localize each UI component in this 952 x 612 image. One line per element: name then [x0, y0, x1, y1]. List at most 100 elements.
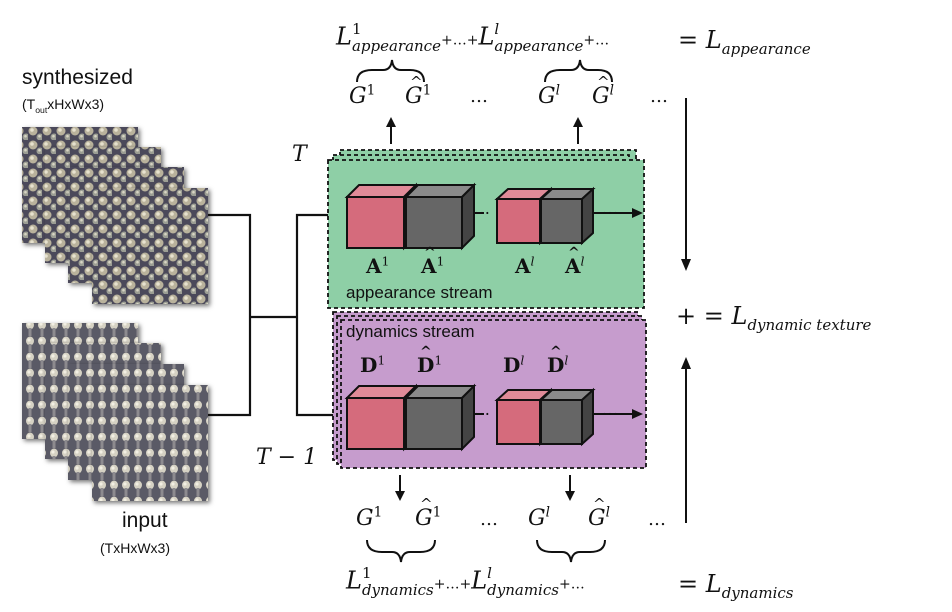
A1-sup: 1 — [381, 253, 390, 269]
G1-top-base: G — [349, 84, 367, 109]
bottom-right-dots: … — [648, 509, 666, 530]
app-total-sub: appearance — [721, 39, 811, 58]
loss-app-trailing: +… — [583, 32, 610, 49]
Dhatl-base: D — [547, 353, 565, 377]
Ghat1-bot-sup: 1 — [432, 504, 442, 521]
loss-dyn-l-sub: dynamics — [487, 581, 559, 599]
Ghatl-top-wrap: G ^ — [592, 73, 610, 109]
label-Dhatl: D ^ l — [547, 344, 568, 377]
synth-dims-T: T — [26, 96, 36, 112]
bottom-braces — [366, 539, 606, 563]
loss-dyn-l-L: L — [471, 566, 488, 595]
Ahatl-wrap: A ^ — [565, 245, 581, 278]
Gl-top-sup: l — [555, 82, 560, 99]
dyn-total-L: L — [705, 570, 722, 598]
app-total-equals: = — [678, 26, 699, 54]
Dhatl-wrap: D ^ — [547, 344, 565, 377]
top-braces — [356, 59, 613, 83]
loss-app-plusdots: +…+ — [440, 32, 479, 49]
Ghat1-top-sup: 1 — [422, 82, 432, 99]
appearance-stream-label: appearance stream — [346, 283, 493, 302]
Ghatl-bot-base: G — [588, 506, 606, 531]
hat-4: ^ — [550, 344, 562, 360]
appearance-up-arrows — [390, 124, 579, 144]
Ahatl-sup: l — [580, 253, 585, 269]
dynamics-loss-total: = Ldynamics — [678, 570, 794, 600]
Ahat1-sup: 1 — [436, 253, 445, 269]
loss-dyn-1-sup: 1 — [361, 564, 372, 582]
Dhat1-wrap: D ^ — [417, 344, 434, 377]
label-D1: D1 — [360, 353, 385, 377]
synthesized-label: synthesized — [22, 66, 133, 89]
right-down-arrowhead — [681, 259, 691, 271]
dynamics-inner-dots: … — [474, 400, 490, 419]
Ghatl-bot-sup: l — [605, 504, 610, 521]
dynamics-cubes — [344, 383, 596, 452]
dynamics-stream-label: dynamics stream — [346, 322, 475, 341]
input-label: input — [122, 509, 168, 532]
connector-lines — [208, 213, 347, 417]
label-T-minus-1: T − 1 — [256, 445, 318, 470]
Ghat1-top-wrap: G ^ — [405, 73, 423, 109]
label-Ahat1: A ^ 1 — [421, 245, 445, 278]
top-mid-dots: … — [470, 86, 488, 107]
D1-base: D — [360, 353, 378, 377]
Gl-bot-base: G — [528, 506, 546, 531]
label-Al: Al — [515, 254, 535, 278]
input-dims: (TxHxWx3) — [100, 540, 170, 556]
up-arrowhead-2 — [573, 117, 583, 127]
synthesized-frames — [22, 127, 208, 304]
Gl-top-base: G — [538, 84, 556, 109]
label-Ahatl: A ^ l — [565, 245, 585, 278]
appearance-out-arrowhead — [632, 208, 643, 218]
label-Dhat1: D ^ 1 — [417, 344, 443, 377]
appearance-loss-total: = Lappearance — [678, 26, 811, 56]
label-G1-top: G1 — [349, 84, 375, 109]
G1-bot-base: G — [356, 506, 374, 531]
G1-bot-sup: 1 — [373, 504, 383, 521]
dynamics-outer-dots: … — [602, 400, 618, 419]
loss-app-l-scripts: l appearance — [494, 22, 583, 54]
Ghatl-top-sup: l — [609, 82, 614, 99]
app-total-L: L — [705, 26, 722, 54]
total-loss-equation: + = Ldynamic texture — [676, 302, 871, 332]
total-L: L — [731, 302, 748, 330]
down-arrowhead-1 — [395, 491, 405, 501]
G1-top-sup: 1 — [366, 82, 376, 99]
loss-dyn-1-sub: dynamics — [361, 581, 434, 599]
appearance-outer-dots: … — [602, 199, 618, 218]
A1-base: A — [366, 254, 382, 278]
top-right-dots: … — [650, 86, 668, 107]
loss-app-l-sup: l — [494, 20, 500, 38]
synth-dims-out: out — [35, 104, 48, 115]
appearance-cubes — [344, 182, 596, 251]
Ahatl-base: A — [565, 254, 581, 278]
Dhat1-sup: 1 — [434, 352, 443, 368]
loss-dyn-1-scripts: 1 dynamics — [362, 566, 434, 598]
Al-sup: l — [530, 253, 535, 269]
total-plus-equals: + = — [676, 302, 724, 330]
up-arrowhead-1 — [386, 117, 396, 127]
Ghat1-bot-wrap: G ^ — [415, 495, 433, 531]
bottom-mid-dots: … — [480, 509, 498, 530]
loss-app-1-sup: 1 — [351, 20, 362, 38]
hat-5: ^ — [410, 73, 423, 91]
label-Ghatl-top: G ^ l — [592, 73, 614, 109]
Ahat1-wrap: A ^ — [421, 245, 437, 278]
dynamics-down-arrows — [399, 475, 571, 494]
input-frames — [22, 323, 208, 501]
hat-8: ^ — [593, 495, 606, 513]
label-Gl-top: Gl — [538, 84, 560, 109]
synth-frame-4 — [92, 188, 208, 304]
hat-1: ^ — [424, 245, 436, 261]
dynamics-loss-equation: L 1 dynamics +…+L l dynamics +… — [346, 566, 585, 598]
loss-dyn-l-scripts: l dynamics — [487, 566, 559, 598]
dynamics-out-arrowhead — [632, 409, 643, 419]
label-T: T — [292, 142, 307, 167]
Ahat1-base: A — [421, 254, 437, 278]
appearance-loss-equation: L 1 appearance +…+L l appearance +… — [336, 22, 609, 54]
loss-app-1-sub: appearance — [351, 37, 441, 55]
label-Dl: Dl — [503, 353, 524, 377]
